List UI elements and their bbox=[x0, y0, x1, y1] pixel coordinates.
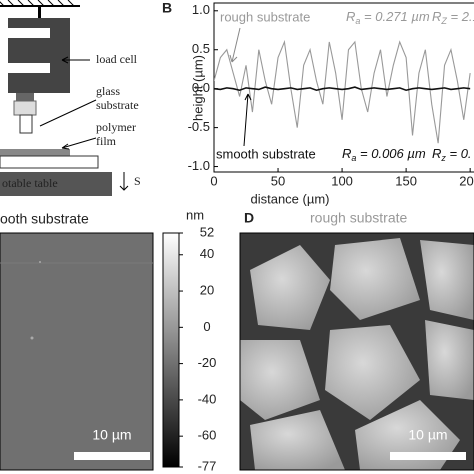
label-polymer: polymer film bbox=[96, 120, 136, 148]
series-line bbox=[214, 39, 471, 144]
series-label: smooth substrate bbox=[216, 146, 316, 161]
arrow bbox=[243, 93, 252, 147]
x-axis-label: distance (µm) bbox=[250, 191, 329, 206]
roughness-label: Ra = 0.006 µm bbox=[342, 146, 426, 163]
y-tick-label: 1.0 bbox=[192, 2, 210, 17]
panel-title: rough substrate bbox=[310, 210, 407, 226]
colorbar-tick-label: 0 bbox=[203, 319, 210, 334]
colorbar-tick-label: 20 bbox=[200, 282, 214, 297]
colorbar-tick-label: -40 bbox=[198, 391, 217, 406]
series-line bbox=[214, 86, 471, 92]
panel-letter: B bbox=[162, 0, 172, 16]
roughness-label: RZ = 2.1 bbox=[432, 9, 474, 26]
x-tick-label: 150 bbox=[395, 173, 417, 188]
colorbar bbox=[162, 232, 180, 468]
series-label: rough substrate bbox=[220, 9, 310, 24]
colorbar-tick-label: -60 bbox=[198, 428, 217, 443]
label-s: S bbox=[134, 174, 141, 188]
scale-bar bbox=[390, 452, 466, 460]
panel-title: ooth substrate bbox=[0, 211, 89, 227]
schematic bbox=[0, 0, 129, 196]
scale-bar bbox=[74, 452, 150, 460]
colorbar-tick-label: -77 bbox=[198, 458, 217, 473]
scale-label: 10 µm bbox=[92, 427, 131, 443]
label-glass: glass substrate bbox=[96, 84, 139, 112]
series-group bbox=[214, 39, 471, 144]
colorbar-unit: nm bbox=[186, 207, 204, 222]
y-tick-label: -1.0 bbox=[188, 158, 210, 173]
y-tick-label: 0.5 bbox=[192, 41, 210, 56]
plot: -1.0 -0.5 0.0 0.5 1.0 0 50 100 150 200 rough subst… bbox=[188, 2, 474, 188]
roughness-label: Ra = 0.271 µm bbox=[346, 9, 430, 26]
colorbar-tick-label: 52 bbox=[200, 224, 214, 239]
afm-image bbox=[240, 233, 474, 470]
colorbar-tick-label: -20 bbox=[198, 355, 217, 370]
y-tick-label: -0.5 bbox=[188, 119, 210, 134]
x-tick-label: 200 bbox=[459, 173, 474, 188]
panel-letter: D bbox=[244, 210, 254, 226]
plot-frame bbox=[213, 2, 474, 173]
y-axis-label: height (µm) bbox=[190, 55, 205, 121]
label-table: otable table bbox=[2, 176, 58, 190]
y-tick-label: 0.0 bbox=[192, 80, 210, 95]
label-load-cell: load cell bbox=[96, 52, 138, 66]
x-tick-label: 0 bbox=[210, 173, 217, 188]
x-tick-label: 50 bbox=[271, 173, 285, 188]
arrow bbox=[229, 27, 241, 63]
afm-image bbox=[0, 232, 154, 471]
colorbar-tick-label: 40 bbox=[200, 246, 214, 261]
x-tick-label: 100 bbox=[331, 173, 353, 188]
scale-label: 10 µm bbox=[408, 427, 447, 443]
roughness-label: Rz = 0. bbox=[432, 146, 472, 163]
